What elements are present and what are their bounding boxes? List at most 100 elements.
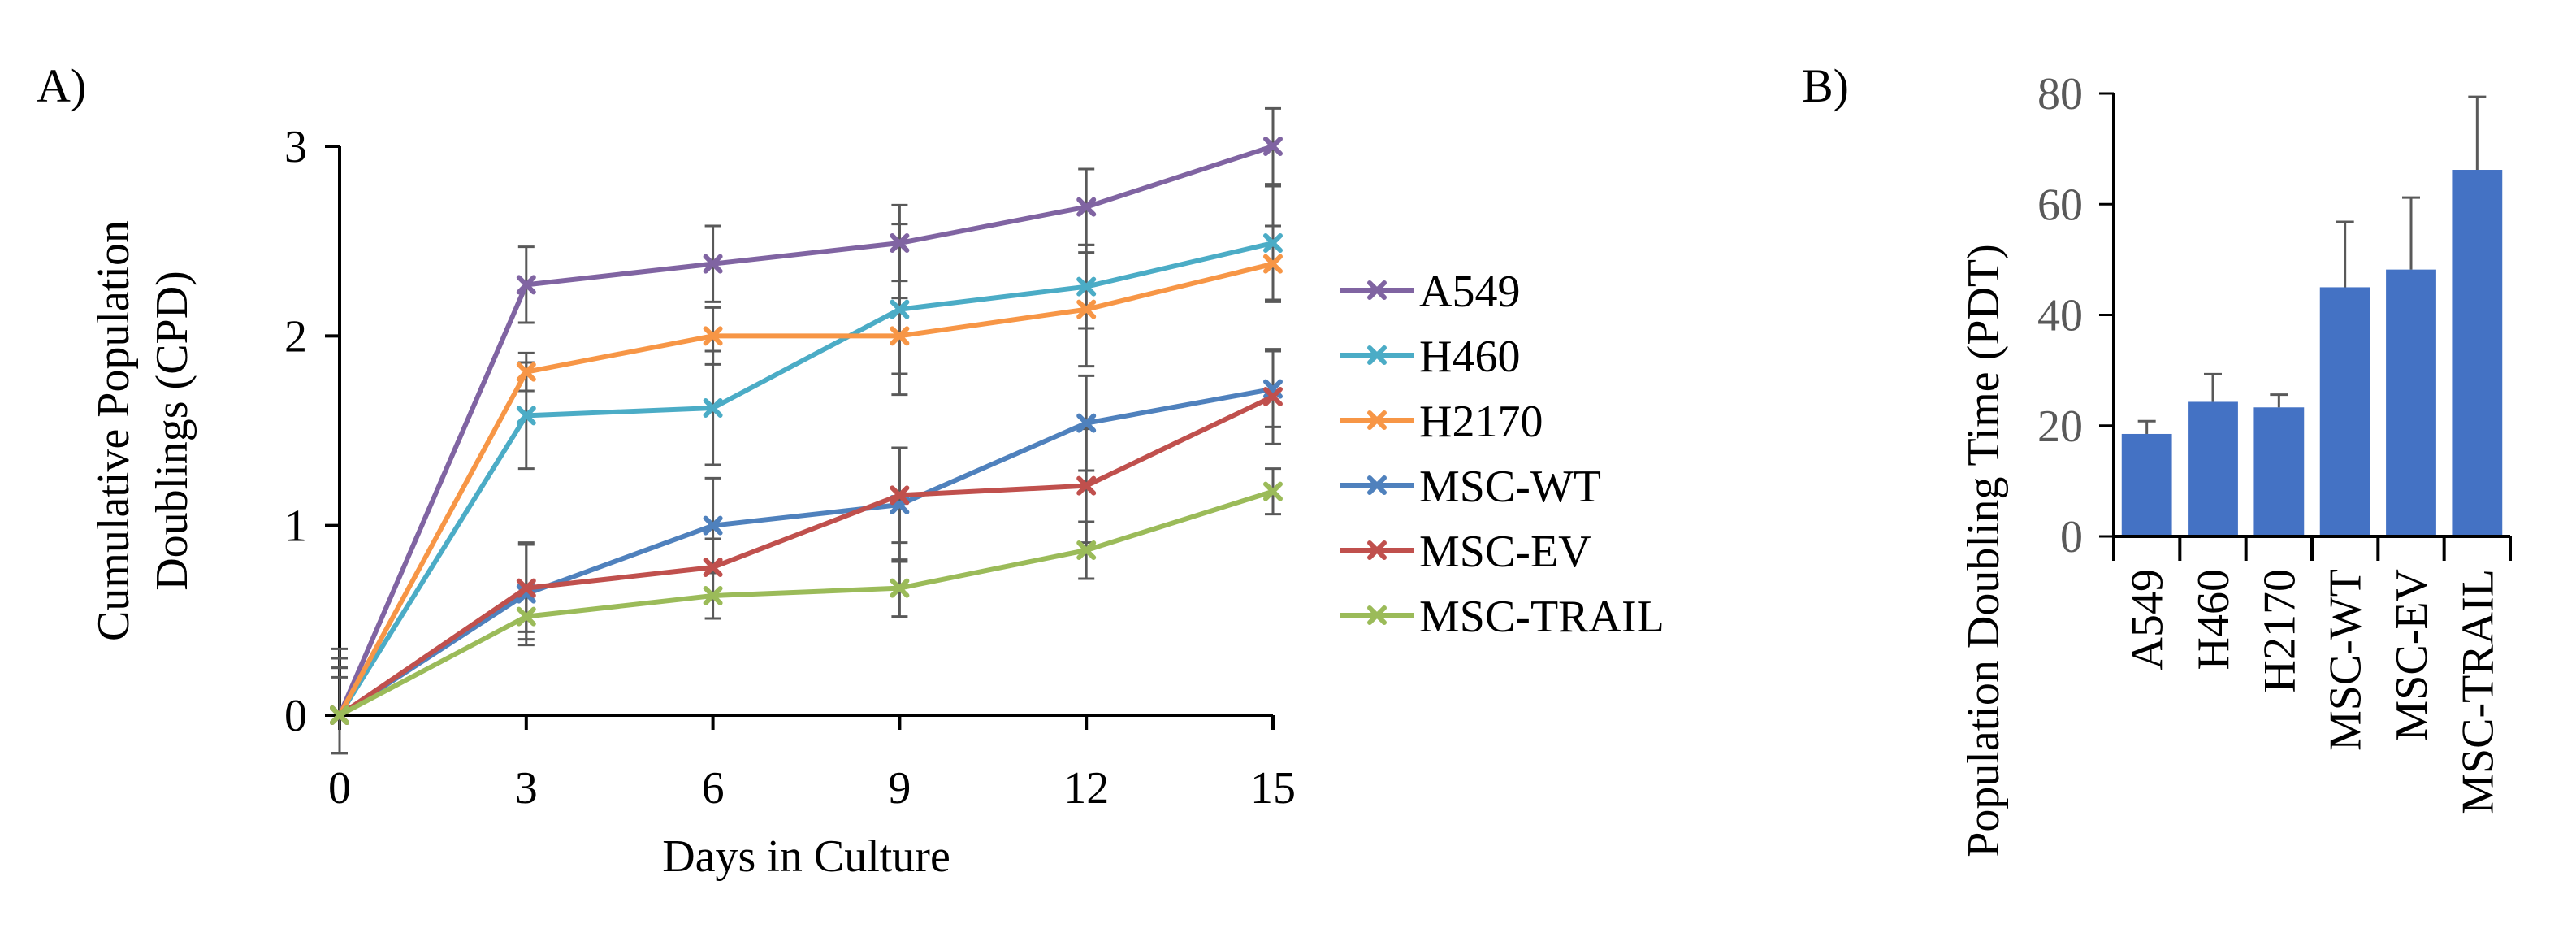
- series-h460: [330, 233, 1283, 725]
- x-tick-label-msc-trail: MSC-TRAIL: [2453, 569, 2503, 814]
- data-point-marker: [516, 362, 536, 382]
- legend-item-msc-trail: MSC-TRAIL: [1340, 592, 1665, 642]
- bar-h460: [2188, 401, 2238, 536]
- x-tick-label-h2170: H2170: [2254, 569, 2305, 692]
- y-tick-label: 3: [284, 122, 307, 172]
- data-point-marker: [1076, 299, 1097, 319]
- y-tick-label: 2: [284, 311, 307, 362]
- y-tick-label: 60: [2037, 180, 2083, 230]
- legend-label: MSC-WT: [1419, 462, 1601, 512]
- data-point-marker: [703, 558, 723, 577]
- legend-marker: [1367, 475, 1387, 495]
- error-bars-msc-trail: [331, 467, 1281, 755]
- data-point-marker: [1263, 233, 1283, 253]
- x-tick-label-h460: H460: [2189, 569, 2239, 670]
- data-point-marker: [1076, 540, 1097, 560]
- legend-item-h460: H460: [1340, 332, 1520, 382]
- legend-item-msc-wt: MSC-WT: [1340, 462, 1601, 512]
- bar-msc-ev: [2386, 269, 2436, 536]
- y-tick-label: 0: [284, 691, 307, 741]
- legend-label: MSC-EV: [1419, 527, 1591, 577]
- bar-chart-panel: 0 20 40 60 80 A549 H460 H2170 MSC-WT MSC-EV MSC-TR…: [1959, 69, 2512, 857]
- panel-label-a: A): [37, 59, 86, 112]
- data-point-marker: [1076, 276, 1097, 297]
- data-point-marker: [516, 606, 536, 627]
- legend-marker: [1367, 540, 1387, 560]
- x-tick-label: 0: [328, 763, 351, 814]
- series-line-h460: [337, 241, 1274, 717]
- panel-label-b: B): [1802, 59, 1849, 112]
- legend-item-a549: A549: [1340, 267, 1520, 317]
- x-tick-label-msc-ev: MSC-EV: [2387, 569, 2437, 741]
- x-tick-label-a549: A549: [2123, 569, 2173, 670]
- series-a549: [330, 137, 1283, 725]
- legend-marker: [1367, 280, 1387, 300]
- y-tick-label: 1: [284, 501, 307, 552]
- data-point-marker: [1263, 387, 1283, 406]
- data-point-marker: [890, 326, 910, 346]
- x-tick-label: 6: [702, 763, 725, 814]
- x-tick-label: 9: [888, 763, 911, 814]
- data-point-marker: [330, 705, 349, 725]
- data-point-marker: [1263, 254, 1283, 274]
- legend-item-msc-ev: MSC-EV: [1340, 527, 1591, 577]
- legend-marker: [1367, 410, 1387, 430]
- data-point-marker: [703, 398, 723, 418]
- data-point-marker: [1076, 197, 1097, 217]
- x-tick-label: 15: [1250, 763, 1296, 814]
- data-point-marker: [703, 326, 723, 346]
- x-tick-label: 12: [1063, 763, 1109, 814]
- data-point-marker: [516, 406, 536, 426]
- y-tick-label: 20: [2037, 401, 2083, 452]
- error-bars-h2170: [331, 224, 1281, 755]
- line-chart-legend: A549 H460 H2170 MSC-WT MSC-EV MSC-TRAIL: [1340, 267, 1665, 642]
- legend-marker: [1367, 345, 1387, 365]
- y-tick-label: 80: [2037, 69, 2083, 119]
- data-point-marker: [516, 275, 536, 295]
- data-point-marker: [1263, 137, 1283, 156]
- series-h2170: [330, 254, 1283, 725]
- bar-msc-trail: [2452, 170, 2503, 536]
- series-line-msc-ev: [338, 394, 1275, 718]
- y-axis-title: Population Doubling Time (PDT): [1959, 244, 2009, 857]
- data-point-marker: [890, 299, 910, 319]
- data-point-marker: [890, 578, 910, 598]
- y-axis-title: Cumulative Population Doublings (CPD): [89, 220, 197, 641]
- y-axis-title-line-1: Cumulative Population: [89, 220, 139, 641]
- x-axis-title: Days in Culture: [662, 831, 950, 882]
- y-tick-label: 0: [2060, 512, 2083, 562]
- data-point-marker: [703, 254, 723, 274]
- y-axis-title-line-2: Doublings (CPD): [147, 271, 197, 591]
- series-line-a549: [337, 144, 1274, 717]
- data-point-marker: [890, 485, 910, 506]
- y-tick-label: 40: [2037, 291, 2083, 341]
- data-point-marker: [703, 515, 723, 536]
- error-bars-a549: [331, 106, 1281, 755]
- data-point-marker: [703, 586, 723, 605]
- legend-label: H460: [1419, 332, 1520, 382]
- series-msc-ev: [330, 387, 1283, 725]
- legend-label: H2170: [1419, 397, 1543, 447]
- data-point-marker: [516, 578, 536, 598]
- series-line-msc-wt: [338, 386, 1274, 718]
- legend-label: MSC-TRAIL: [1419, 592, 1665, 642]
- x-tick-label: 3: [515, 763, 538, 814]
- legend-marker: [1367, 605, 1387, 625]
- data-point-marker: [1076, 475, 1097, 496]
- series-line-msc-trail: [338, 488, 1274, 718]
- data-point-marker: [1263, 481, 1283, 501]
- legend-label: A549: [1419, 267, 1520, 317]
- series-line-h2170: [337, 261, 1274, 717]
- legend-item-h2170: H2170: [1340, 397, 1543, 447]
- x-tick-label-msc-wt: MSC-WT: [2321, 569, 2371, 751]
- data-point-marker: [890, 233, 910, 253]
- data-point-marker: [1076, 413, 1097, 433]
- bar-h2170: [2253, 407, 2305, 536]
- bar-a549: [2121, 433, 2172, 536]
- series-msc-wt: [330, 379, 1283, 725]
- series-msc-trail: [330, 481, 1283, 725]
- bar-msc-wt: [2319, 287, 2370, 536]
